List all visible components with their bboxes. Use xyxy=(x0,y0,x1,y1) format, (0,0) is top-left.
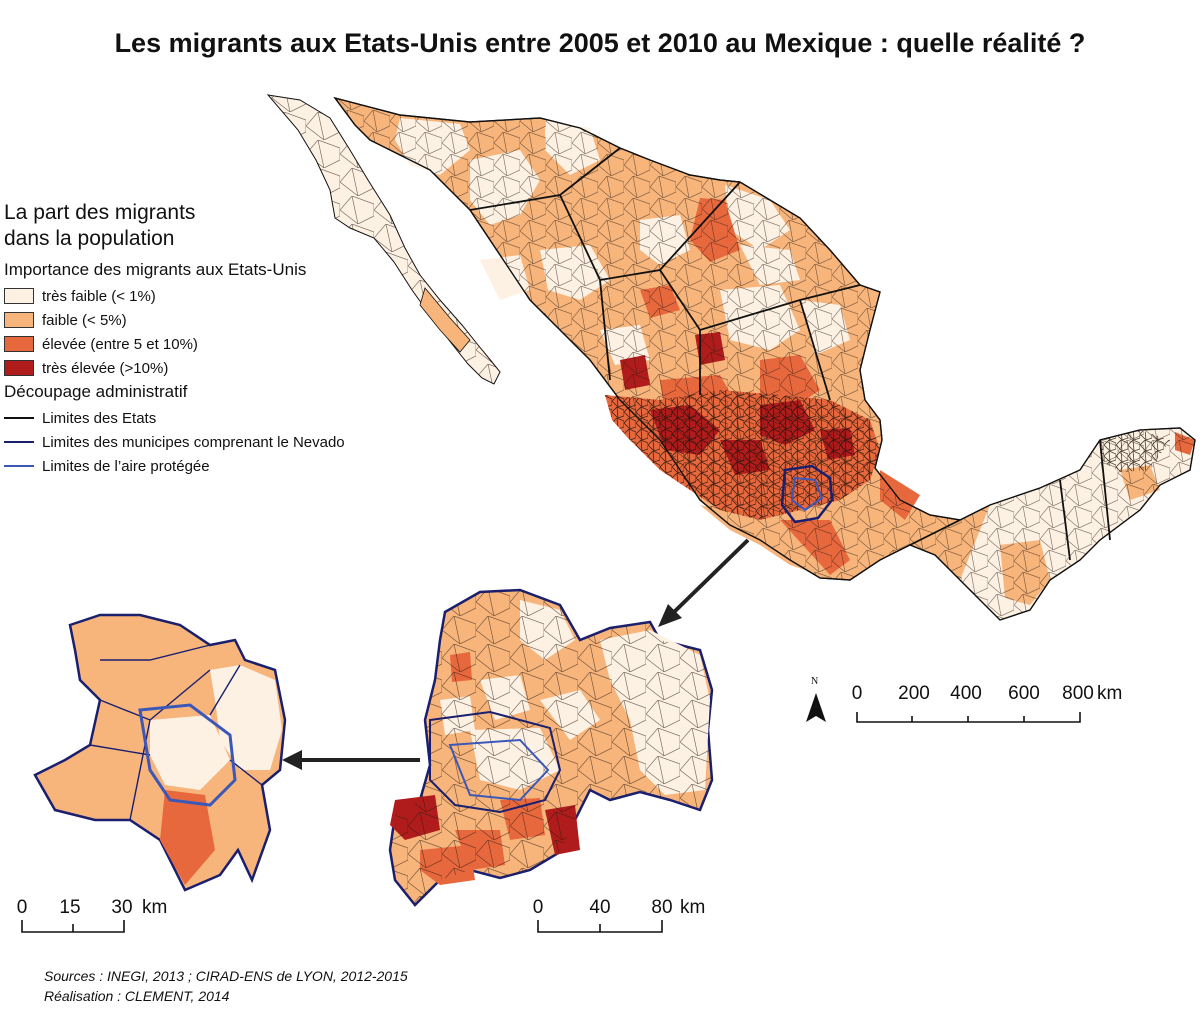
legend-line-symbol xyxy=(4,417,34,419)
legend-section-migrants: Importance des migrants aux Etats-Unis xyxy=(4,260,307,279)
sources-line: Sources : INEGI, 2013 ; CIRAD-ENS de LYO… xyxy=(44,968,408,984)
legend-title-line2: dans la population xyxy=(4,227,175,250)
scale-tick-label: 200 xyxy=(898,683,930,704)
legend-swatch xyxy=(4,360,34,376)
nevado-region-highlight xyxy=(780,464,834,524)
scale-unit-label: km xyxy=(1097,683,1123,704)
zoom-arrow-1 xyxy=(658,538,750,627)
legend-class-list: très faible (< 1%) faible (< 5%) élevée (e… xyxy=(4,284,424,380)
scale-tick-label: 30 xyxy=(111,897,133,918)
legend-line-item: Limites des Etats xyxy=(4,406,424,430)
scale-unit-label: km xyxy=(142,897,168,918)
legend-class-label: très faible (< 1%) xyxy=(42,287,156,305)
scale-unit-label: km xyxy=(680,897,706,918)
legend-section-admin: Découpage administratif xyxy=(4,382,188,401)
sources-block: Sources : INEGI, 2013 ; CIRAD-ENS de LYO… xyxy=(44,966,408,1006)
scale-tick-label: 0 xyxy=(532,897,544,918)
zoom-arrow-2 xyxy=(282,750,420,770)
mexico-main-map xyxy=(266,94,1196,621)
legend-swatch xyxy=(4,288,34,304)
legend-title-line1: La part des migrants xyxy=(4,201,196,224)
scale-bar-mid xyxy=(537,920,663,933)
legend-swatch xyxy=(4,336,34,352)
legend-class-item: faible (< 5%) xyxy=(4,308,424,332)
map-title: Les migrants aux Etats-Unis entre 2005 e… xyxy=(114,28,1086,58)
scale-tick-label: 400 xyxy=(950,683,982,704)
legend-line-item: Limites des municipes comprenant le Neva… xyxy=(4,430,424,454)
scale-tick-label: 15 xyxy=(59,897,81,918)
legend-class-item: élevée (entre 5 et 10%) xyxy=(4,332,424,356)
credit-line: Réalisation : CLEMENT, 2014 xyxy=(44,988,230,1004)
scale-tick-label: 40 xyxy=(589,897,611,918)
scale-tick-label: 0 xyxy=(16,897,28,918)
nevado-municipalities-map xyxy=(33,613,287,892)
north-label: N xyxy=(811,676,819,687)
scale-tick-label: 600 xyxy=(1008,683,1040,704)
north-arrow xyxy=(806,693,826,722)
legend-class-label: très élevée (>10%) xyxy=(42,359,169,377)
legend-line-label: Limites des Etats xyxy=(42,409,157,427)
legend-line-item: Limites de l’aire protégée xyxy=(4,454,424,478)
legend-line-label: Limites des municipes comprenant le Neva… xyxy=(42,433,345,451)
legend-swatch xyxy=(4,312,34,328)
legend: La part des migrants dans la population … xyxy=(4,200,424,478)
legend-line-list: Limites des Etats Limites des municipes c… xyxy=(4,406,424,478)
scale-bar-small xyxy=(21,920,125,933)
scale-tick-label: 0 xyxy=(851,683,863,704)
legend-class-item: très élevée (>10%) xyxy=(4,356,424,380)
legend-class-item: très faible (< 1%) xyxy=(4,284,424,308)
scale-tick-label: 80 xyxy=(651,897,673,918)
state-of-mexico-map xyxy=(388,588,714,907)
legend-line-label: Limites de l’aire protégée xyxy=(42,457,210,475)
legend-class-label: élevée (entre 5 et 10%) xyxy=(42,335,198,353)
legend-line-symbol xyxy=(4,465,34,467)
scale-tick-label: 800 xyxy=(1062,683,1094,704)
scale-bar-main xyxy=(856,712,1081,723)
legend-class-label: faible (< 5%) xyxy=(42,311,127,329)
legend-line-symbol xyxy=(4,441,34,443)
